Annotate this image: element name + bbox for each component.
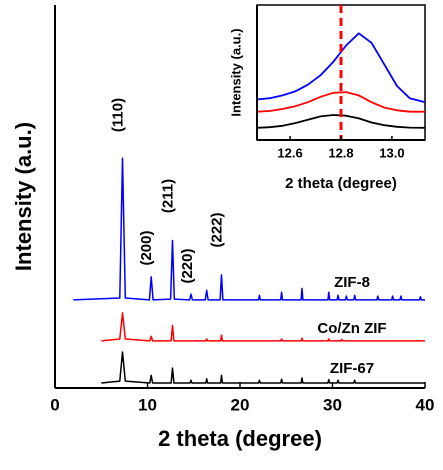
series-line bbox=[101, 312, 425, 342]
x-tick-label: 13.0 bbox=[379, 145, 404, 160]
series-line bbox=[256, 91, 425, 113]
x-tick-label: 40 bbox=[416, 395, 435, 414]
series-label: Co/Zn ZIF bbox=[317, 320, 386, 337]
x-tick-label: 20 bbox=[231, 395, 250, 414]
peak-label: (220) bbox=[179, 248, 196, 283]
peak-label: (110) bbox=[109, 98, 126, 132]
x-tick-label: 12.6 bbox=[277, 145, 302, 160]
peak-label: (211) bbox=[159, 179, 176, 213]
x-tick-label: 30 bbox=[323, 395, 342, 414]
series-label: ZIF-67 bbox=[330, 360, 374, 377]
series-line bbox=[73, 157, 425, 301]
y-axis-title: Intensity (a.u.) bbox=[228, 28, 243, 116]
inset-frame bbox=[256, 4, 426, 141]
y-axis-title: Intensity (a.u.) bbox=[11, 122, 36, 271]
x-axis-title: 2 theta (degree) bbox=[158, 426, 322, 451]
peak-label: (222) bbox=[208, 212, 225, 247]
x-axis-title: 2 theta (degree) bbox=[285, 175, 397, 192]
x-tick-label: 12.8 bbox=[328, 145, 353, 160]
series-line bbox=[101, 351, 425, 384]
peak-label: (200) bbox=[138, 230, 155, 265]
series-label: ZIF-8 bbox=[334, 274, 370, 291]
x-tick-label: 10 bbox=[138, 395, 157, 414]
series-line bbox=[256, 32, 426, 104]
x-tick-label: 0 bbox=[50, 395, 59, 414]
